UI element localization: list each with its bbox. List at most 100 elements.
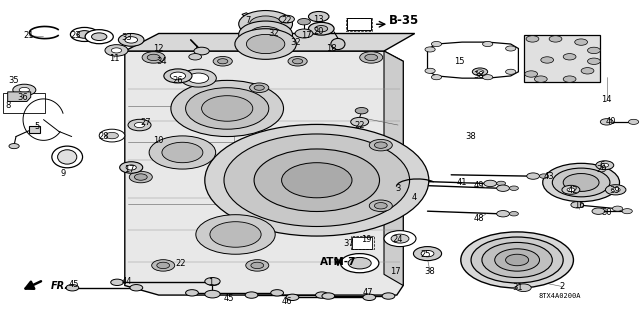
Circle shape — [218, 59, 228, 64]
Circle shape — [534, 76, 547, 82]
Circle shape — [382, 293, 395, 299]
Circle shape — [471, 237, 563, 283]
Text: 16: 16 — [574, 201, 584, 210]
Text: 15: 15 — [454, 57, 465, 66]
Circle shape — [348, 257, 371, 269]
Text: 44: 44 — [122, 277, 132, 286]
Text: ATM-7: ATM-7 — [319, 257, 356, 267]
Polygon shape — [242, 13, 266, 36]
Circle shape — [506, 69, 516, 74]
Circle shape — [316, 292, 328, 298]
Text: 26: 26 — [173, 76, 183, 85]
Circle shape — [106, 132, 118, 139]
Text: 45: 45 — [68, 280, 79, 289]
Circle shape — [497, 211, 509, 217]
Text: 17: 17 — [124, 165, 134, 174]
Circle shape — [516, 284, 531, 292]
Circle shape — [588, 58, 600, 64]
Circle shape — [128, 119, 151, 131]
Circle shape — [562, 185, 580, 194]
Circle shape — [461, 232, 573, 288]
Circle shape — [611, 188, 620, 192]
Circle shape — [612, 206, 623, 211]
Text: 13: 13 — [314, 15, 324, 24]
Circle shape — [196, 215, 275, 254]
Circle shape — [581, 68, 594, 74]
Text: 46: 46 — [282, 297, 292, 306]
Circle shape — [282, 163, 352, 198]
Circle shape — [245, 292, 258, 298]
Text: 42: 42 — [568, 186, 578, 195]
Bar — [352, 237, 372, 249]
Text: 23: 23 — [70, 31, 81, 40]
Text: 39: 39 — [609, 186, 620, 195]
Circle shape — [286, 294, 299, 300]
Circle shape — [224, 134, 410, 226]
Circle shape — [295, 29, 313, 38]
Circle shape — [472, 68, 488, 76]
Circle shape — [235, 29, 296, 59]
Circle shape — [126, 165, 136, 170]
Circle shape — [202, 96, 253, 121]
Circle shape — [374, 142, 387, 148]
Circle shape — [369, 139, 392, 151]
Circle shape — [543, 163, 620, 202]
Circle shape — [628, 119, 639, 124]
Circle shape — [171, 80, 284, 137]
Circle shape — [194, 47, 209, 55]
Text: 14: 14 — [602, 95, 612, 104]
Circle shape — [563, 54, 576, 60]
Text: 22: 22 — [175, 259, 186, 268]
Circle shape — [596, 161, 614, 170]
Circle shape — [509, 186, 518, 190]
Text: 38: 38 — [474, 71, 484, 80]
Circle shape — [431, 75, 442, 80]
Text: 36: 36 — [17, 93, 28, 102]
Text: 37: 37 — [344, 239, 354, 248]
Circle shape — [142, 52, 165, 63]
Text: 22: 22 — [355, 121, 365, 130]
Circle shape — [563, 76, 576, 82]
Text: 34: 34 — [156, 57, 166, 66]
Polygon shape — [8, 92, 31, 101]
Text: 9: 9 — [60, 169, 65, 178]
Text: FR.: FR. — [51, 281, 69, 292]
Circle shape — [322, 293, 335, 299]
Circle shape — [413, 247, 442, 261]
Circle shape — [157, 262, 170, 269]
Circle shape — [180, 69, 216, 87]
Circle shape — [186, 290, 198, 296]
Circle shape — [483, 75, 493, 80]
Text: 12: 12 — [154, 44, 164, 53]
Text: 38: 38 — [425, 267, 435, 276]
Circle shape — [129, 171, 152, 183]
Circle shape — [384, 231, 416, 247]
Circle shape — [298, 19, 310, 25]
Circle shape — [271, 290, 284, 296]
Circle shape — [189, 54, 202, 60]
Text: 48: 48 — [474, 214, 484, 223]
Circle shape — [120, 162, 143, 173]
Circle shape — [147, 54, 160, 61]
Circle shape — [162, 142, 203, 163]
Circle shape — [575, 39, 588, 45]
Circle shape — [552, 168, 610, 197]
Text: 6: 6 — [599, 161, 604, 170]
Circle shape — [374, 203, 387, 209]
Circle shape — [482, 242, 552, 278]
Circle shape — [134, 174, 147, 180]
Text: 27: 27 — [141, 118, 151, 127]
Circle shape — [105, 45, 128, 56]
Circle shape — [13, 84, 36, 96]
Bar — [29, 126, 40, 133]
Circle shape — [605, 185, 626, 195]
Circle shape — [250, 26, 282, 42]
Circle shape — [600, 119, 613, 125]
Text: 35: 35 — [9, 76, 19, 85]
Circle shape — [250, 16, 282, 32]
Text: 17: 17 — [390, 267, 401, 276]
Circle shape — [99, 129, 125, 142]
Text: 4: 4 — [412, 193, 417, 202]
Circle shape — [567, 188, 575, 192]
Polygon shape — [125, 33, 415, 51]
